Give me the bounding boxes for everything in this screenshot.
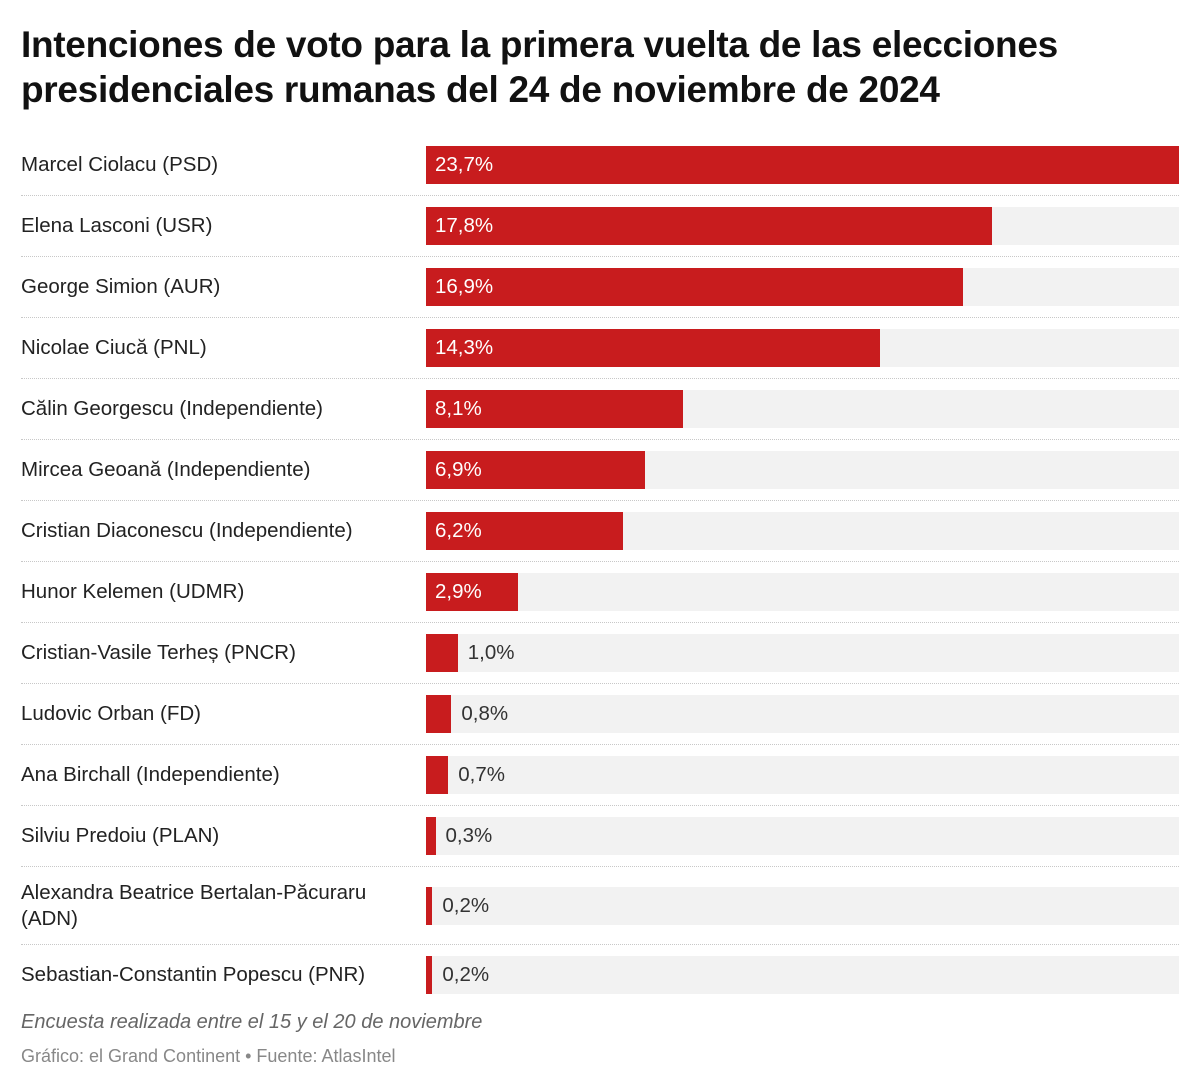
category-label: Alexandra Beatrice Bertalan-Păcuraru (AD… (21, 880, 367, 930)
bar-row: Hunor Kelemen (UDMR) 2,9% (21, 562, 1179, 623)
bar-track: 0,8% (426, 695, 1179, 733)
category-label: Silviu Predoiu (PLAN) (21, 824, 220, 847)
category-label: Cristian Diaconescu (Independiente) (21, 519, 353, 542)
bar-row: Sebastian-Constantin Popescu (PNR) 0,2% (21, 945, 1179, 1005)
category-label: Ana Birchall (Independiente) (21, 763, 280, 786)
bar-row: Cristian Diaconescu (Independiente) 6,2% (21, 501, 1179, 562)
value-label: 17,8% (435, 214, 494, 237)
bar (426, 390, 684, 428)
bar (426, 451, 646, 489)
bar-track: 17,8% (426, 207, 1179, 245)
bar (426, 268, 963, 306)
bar-chart: Marcel Ciolacu (PSD) 23,7% Elena Lasconi (… (21, 135, 1179, 1005)
bar (426, 886, 433, 925)
chart-title: Intenciones de voto para la primera vuel… (21, 24, 1058, 110)
value-label: 6,9% (435, 458, 482, 481)
value-label: 6,2% (435, 519, 482, 542)
chart-note: Encuesta realizada entre el 15 y el 20 d… (21, 1011, 483, 1033)
category-label: Elena Lasconi (USR) (21, 214, 213, 237)
bar-row: Cristian-Vasile Terheș (PNCR) 1,0% (21, 623, 1179, 684)
bar-track: 23,7% (426, 146, 1179, 184)
bar-row: Călin Georgescu (Independiente) 8,1% (21, 379, 1179, 440)
bar (426, 207, 992, 245)
bar-track: 14,3% (426, 329, 1179, 367)
bar (426, 146, 1179, 184)
bar (426, 329, 881, 367)
category-label: Hunor Kelemen (UDMR) (21, 580, 245, 603)
value-label: 0,2% (442, 893, 490, 917)
chart-source: Gráfico: el Grand Continent • Fuente: At… (21, 1046, 396, 1066)
bar (426, 956, 433, 994)
bar-row: Mircea Geoană (Independiente) 6,9% (21, 440, 1179, 501)
bar-track: 1,0% (426, 634, 1179, 672)
category-label: Sebastian-Constantin Popescu (PNR) (21, 963, 366, 986)
bar-row: Marcel Ciolacu (PSD) 23,7% (21, 135, 1179, 196)
bar (426, 634, 458, 672)
value-label: 0,8% (461, 702, 509, 725)
bar-track: 0,7% (426, 756, 1179, 794)
bar-row: Silviu Predoiu (PLAN) 0,3% (21, 806, 1179, 867)
value-label: 14,3% (435, 336, 494, 359)
category-label: Nicolae Ciucă (PNL) (21, 336, 207, 359)
value-label: 23,7% (435, 153, 494, 176)
bar-track: 6,9% (426, 451, 1179, 489)
category-label: George Simion (AUR) (21, 275, 221, 298)
category-label: Călin Georgescu (Independiente) (21, 397, 323, 420)
bar-row: Ludovic Orban (FD) 0,8% (21, 684, 1179, 745)
value-label: 16,9% (435, 275, 494, 298)
value-label: 0,7% (458, 763, 505, 786)
value-label: 0,3% (445, 824, 493, 847)
bar (426, 573, 519, 611)
bar (426, 512, 623, 550)
bar (426, 817, 436, 855)
bar-row: Elena Lasconi (USR) 17,8% (21, 196, 1179, 257)
bar-row: Nicolae Ciucă (PNL) 14,3% (21, 318, 1179, 379)
bar-row: George Simion (AUR) 16,9% (21, 257, 1179, 318)
value-label: 1,0% (467, 641, 515, 664)
category-label: Marcel Ciolacu (PSD) (21, 153, 219, 176)
value-label: 0,2% (442, 963, 490, 986)
value-label: 8,1% (435, 397, 482, 420)
bar-row: Ana Birchall (Independiente) 0,7% (21, 745, 1179, 806)
bar (426, 695, 452, 733)
category-label: Cristian-Vasile Terheș (PNCR) (21, 641, 296, 664)
bar (426, 756, 449, 794)
bar-track: 0,3% (426, 817, 1179, 855)
bar-track: 8,1% (426, 390, 1179, 428)
value-label: 2,9% (435, 580, 482, 603)
bar-track: 0,2% (426, 886, 1179, 925)
bar-track: 0,2% (426, 956, 1179, 994)
bar-track: 16,9% (426, 268, 1179, 306)
category-label: Ludovic Orban (FD) (21, 702, 202, 725)
bar-row: Alexandra Beatrice Bertalan-Păcuraru (AD… (21, 867, 1179, 945)
category-label: Mircea Geoană (Independiente) (21, 458, 311, 481)
bar-track: 2,9% (426, 573, 1179, 611)
bar-track: 6,2% (426, 512, 1179, 550)
